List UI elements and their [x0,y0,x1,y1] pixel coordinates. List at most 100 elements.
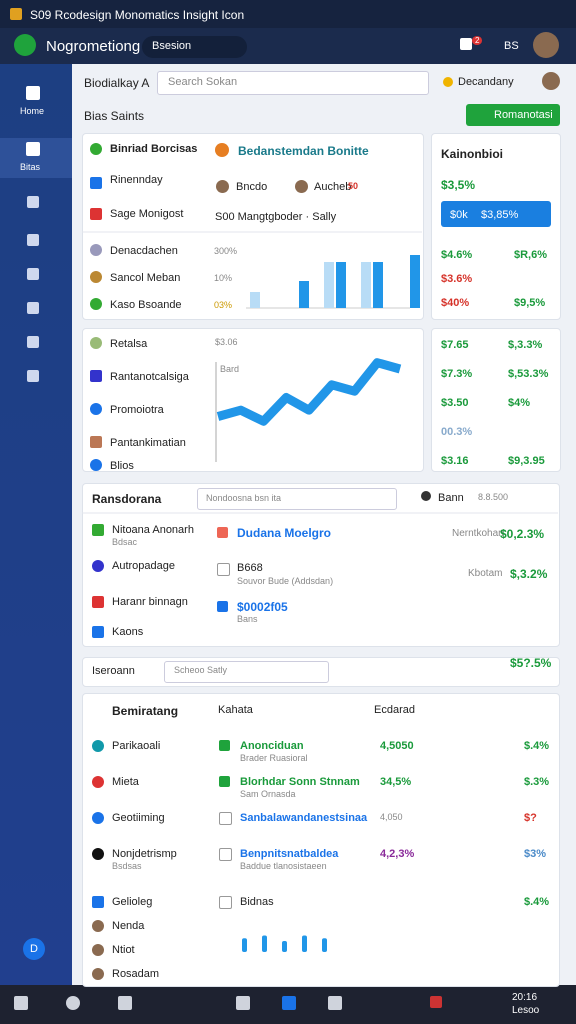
panel3-filter: Bann [438,492,464,504]
panel1-detail: S00 Mangtgboder · Sally [215,211,337,223]
icon [460,38,472,50]
3-1: Bsdsas [112,861,142,871]
3-0: Nonjdetrismp [112,848,177,860]
3-5: $3% [524,848,547,860]
icon [215,143,229,157]
4-1: $9,3.95 [508,455,545,467]
2-1: $4% [508,397,531,409]
items-1: Bitas [20,162,41,172]
bar [410,255,420,308]
panel3-search[interactable] [197,488,397,510]
icon [92,740,104,752]
icon [533,32,559,58]
2-1: $5?.5% [510,656,552,670]
icon [90,298,102,310]
side1-title: Kainonbioi [441,147,503,161]
list-1: Sancol Meban [110,272,181,284]
4-0: $3.16 [441,455,469,467]
section-button: Romanotasi [494,109,553,121]
panel3-search: Nondoosna bsn ita [206,493,282,503]
0-0: $4.6% [441,249,473,261]
bar-light [361,262,371,308]
bar [336,262,346,308]
icon [14,34,36,56]
0-1: $0,2.3% [500,527,545,541]
0-1: $,3.3% [508,339,543,351]
2-0: $3.50 [441,397,469,409]
icon [328,996,342,1010]
icon [26,86,40,100]
0-2: Anonciduan [240,740,304,752]
icon [90,459,102,471]
headers-1: Kahata [218,704,253,716]
icon [27,336,39,348]
1-0: Mieta [112,776,139,788]
icon [219,848,232,861]
0-1: $R,6% [514,249,548,261]
3-4: 4,2,3% [380,848,415,860]
icon [90,143,102,155]
list-4: Blios [110,460,134,472]
1-2: Blorhdar Sonn Stnnam [240,776,360,788]
mini-bar [322,938,327,952]
taskbar-date: Lesoo [512,1005,540,1016]
0-0: Parikaoali [112,740,161,752]
icon [66,996,80,1010]
1-0: $7.3% [441,368,473,380]
0-0: Nerntkohan [452,528,504,539]
search2-label: Iseroann [92,665,135,677]
side1-button-b: $3,85% [481,209,519,221]
headers-0: Bemiratang [112,704,179,718]
header-badge: 2 [472,36,483,45]
icon [92,848,104,860]
icon [27,234,39,246]
rows-2: Sage Monigost [110,208,184,220]
left-3: Kaons [112,626,144,638]
toolbar-search[interactable] [157,71,429,95]
icon [14,996,28,1010]
icon [90,337,102,349]
headers-2: Ecdarad [374,704,415,716]
panel3-left-sub: Bdsac [112,537,138,547]
header-search[interactable] [142,36,247,58]
left-1: Autropadage [112,560,175,572]
icon [219,740,230,751]
toolbar-title: Biodialkay A [84,76,150,90]
side-panel-2 [431,328,561,472]
bar [373,262,383,308]
side-button[interactable] [441,201,551,227]
tick-labels-1: 10% [214,273,233,283]
1-1: Souvor Bude (Addsdan) [237,576,334,586]
list-2: Promoiotra [110,404,164,416]
icon [118,996,132,1010]
action-button[interactable] [466,104,560,126]
icon [27,196,39,208]
4-0: Gelioleg [112,896,153,908]
icon [92,596,104,608]
1-0: Kbotam [468,568,503,579]
people-0: Nenda [112,920,145,932]
icon [92,896,104,908]
icon [217,601,228,612]
side1-value: $3,5% [441,178,476,192]
panel1-person-b: Aucheb [314,181,352,193]
panel3-title: Ransdorana [92,492,162,506]
2-4: 4,050 [380,812,403,822]
1-3: Sam Ornasda [240,789,296,799]
list-0: Retalsa [110,338,148,350]
line-series [216,358,402,426]
icon [90,436,102,448]
icon [219,776,230,787]
search2-input[interactable] [164,661,329,683]
3-3: Baddue tlanosistaeen [240,861,327,871]
0-4: 4,5050 [380,740,414,752]
icon [90,403,102,415]
icon [92,524,104,536]
mini-bar [262,935,267,952]
icon [90,177,102,189]
2-1: Bans [237,614,258,624]
icon [92,626,104,638]
3-0: 00.3% [441,426,473,438]
